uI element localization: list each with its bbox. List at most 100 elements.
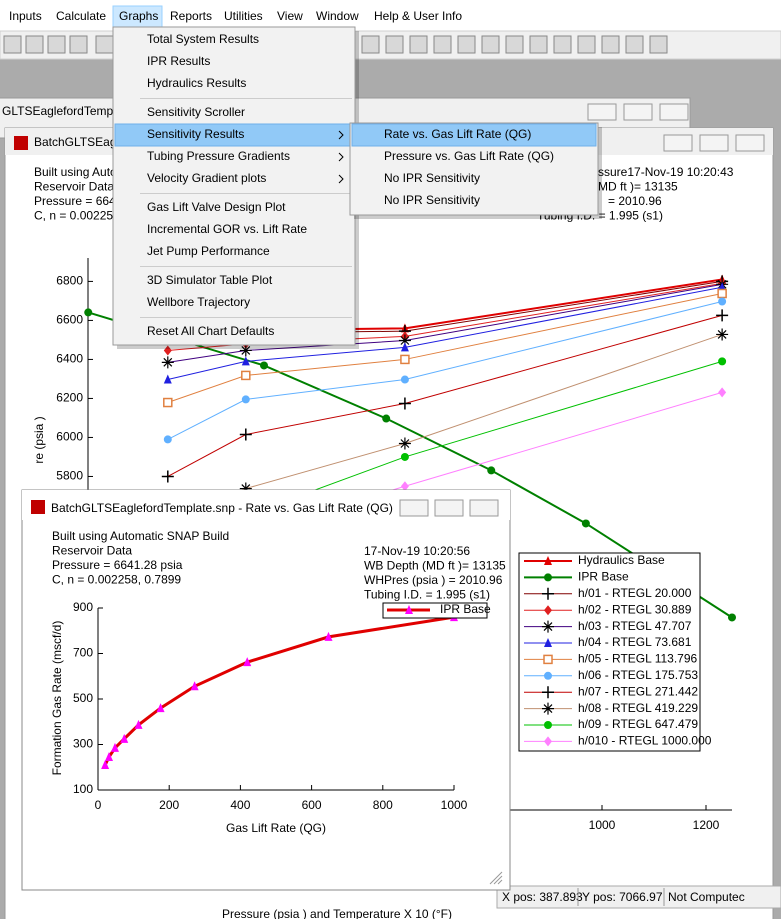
menu-item[interactable]: Velocity Gradient plots [147, 171, 266, 185]
window-button[interactable] [434, 499, 464, 517]
marker [163, 345, 172, 356]
marker [156, 703, 165, 713]
toolbar-button[interactable] [625, 35, 644, 54]
menu-item[interactable]: Window [316, 9, 359, 23]
dropdown-menu [112, 26, 356, 346]
y-tick-label: 900 [73, 600, 93, 614]
x-tick-label: 1000 [441, 798, 468, 812]
series-line [87, 311, 733, 619]
status-text: X pos: 387.893 [502, 890, 583, 904]
menu-item[interactable]: Utilities [224, 9, 263, 23]
toolbar-button[interactable] [433, 35, 452, 54]
menu-item: No IPR Sensitivity [384, 171, 480, 185]
menu-item[interactable]: Inputs [9, 9, 42, 23]
y-tick-label: 6800 [56, 274, 83, 288]
marker [161, 356, 174, 369]
legend-label: h/01 - RTEGL 20.000 [578, 586, 692, 600]
legend-marker [543, 654, 553, 665]
window-button[interactable] [469, 499, 499, 517]
legend-marker [405, 605, 413, 614]
toolbar-button[interactable] [505, 35, 524, 54]
window-button[interactable] [735, 134, 765, 152]
menu-item[interactable]: Tubing Pressure Gradients [147, 149, 290, 163]
menu-item[interactable]: View [277, 9, 303, 23]
toolbar-button[interactable] [649, 35, 668, 54]
menu-item[interactable]: Reset All Chart Defaults [147, 324, 274, 338]
legend-marker [542, 620, 554, 633]
legend-label: h/010 - RTEGL 1000.000 [578, 734, 712, 748]
menu-item[interactable]: Reports [170, 9, 212, 23]
marker [84, 308, 93, 317]
marker [324, 631, 333, 641]
marker [241, 395, 250, 404]
toolbar-button[interactable] [481, 35, 500, 54]
toolbar-button[interactable] [385, 35, 404, 54]
legend-label: h/09 - RTEGL 647.479 [578, 717, 698, 731]
series-line [167, 314, 723, 477]
toolbar-button[interactable] [69, 35, 88, 54]
menu-item[interactable]: Graphs [119, 9, 158, 23]
marker [398, 397, 411, 410]
marker [398, 334, 411, 347]
legend-marker [544, 605, 552, 616]
menu-item[interactable]: Hydraulics Results [147, 76, 246, 90]
menu-item[interactable]: Total System Results [147, 32, 259, 46]
marker [718, 357, 727, 366]
toolbar-button[interactable] [577, 35, 596, 54]
window-button[interactable] [699, 134, 729, 152]
series-line [167, 301, 723, 440]
menu-highlight [351, 123, 597, 147]
toolbar-button[interactable] [601, 35, 620, 54]
marker [241, 370, 251, 381]
toolbar-button[interactable] [95, 35, 114, 54]
header-text: Tubing I.D. = 1.995 (s1) [364, 588, 490, 602]
menu-item[interactable]: Calculate [56, 9, 106, 23]
window-title: BatchGLTSEaglefordTemplate.snp - Rate vs… [51, 501, 393, 515]
marker [400, 481, 409, 492]
menu-item[interactable]: 3D Simulator Table Plot [147, 273, 273, 287]
legend-label: h/02 - RTEGL 30.889 [578, 602, 692, 616]
submenu-arrow [338, 152, 344, 162]
toolbar-button[interactable] [47, 35, 66, 54]
menu-item[interactable]: Sensitivity Scroller [147, 105, 245, 119]
toolbar-button[interactable] [553, 35, 572, 54]
x-tick-label: 0 [95, 798, 102, 812]
window-button[interactable] [663, 134, 693, 152]
menu-item[interactable]: Pressure vs. Gas Lift Rate (QG) [384, 149, 554, 163]
menu-item[interactable]: IPR Results [147, 54, 210, 68]
toolbar-button[interactable] [25, 35, 44, 54]
legend-marker [544, 721, 552, 729]
submenu-arrow [338, 174, 344, 184]
legend-marker [542, 587, 554, 600]
toolbar-button[interactable] [361, 35, 380, 54]
window-button[interactable] [587, 103, 617, 121]
marker [398, 437, 411, 450]
series-line [167, 286, 723, 381]
menu-item[interactable]: Wellbore Trajectory [147, 295, 250, 309]
toolbar-button[interactable] [457, 35, 476, 54]
window-button[interactable] [399, 499, 429, 517]
y-tick-label: 700 [73, 646, 93, 660]
header-text: Pressure = 6641.28 psia [52, 558, 183, 572]
toolbar-button[interactable] [409, 35, 428, 54]
toolbar-button[interactable] [529, 35, 548, 54]
marker [163, 435, 172, 444]
marker [134, 719, 143, 729]
menu-item[interactable]: Help & User Info [374, 9, 462, 23]
marker [190, 681, 199, 691]
menu-item[interactable]: Incremental GOR vs. Lift Rate [147, 222, 307, 236]
header-text: WB Depth (MD ft )= 13135 [364, 559, 506, 573]
header-text: Pressure = 664 [34, 194, 116, 208]
marker [110, 742, 119, 752]
x-tick-label: 1200 [693, 818, 720, 832]
menu-item[interactable]: Rate vs. Gas Lift Rate (QG) [384, 127, 531, 141]
window-button[interactable] [659, 103, 689, 121]
menu-item[interactable]: Gas Lift Valve Design Plot [147, 200, 286, 214]
legend-marker [544, 638, 552, 647]
toolbar-button[interactable] [3, 35, 22, 54]
title-bar [22, 490, 510, 520]
menu-item[interactable]: Sensitivity Results [147, 127, 244, 141]
legend [518, 552, 701, 752]
window-button[interactable] [623, 103, 653, 121]
window-icon [31, 500, 45, 514]
